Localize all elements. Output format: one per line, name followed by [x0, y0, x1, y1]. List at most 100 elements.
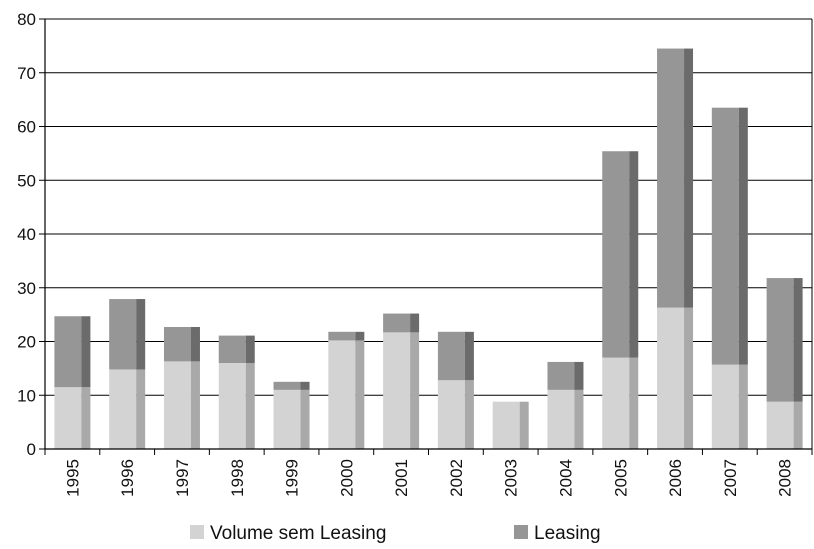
bar-face [273, 381, 301, 390]
bar-face [383, 332, 411, 449]
bar-side [684, 307, 694, 449]
bar-side [629, 151, 639, 358]
y-tick-label: 70 [17, 64, 36, 83]
bar-side [355, 331, 365, 341]
x-tick-label: 2008 [776, 459, 795, 497]
bar-segment-leasing [711, 107, 748, 365]
bar-face [163, 361, 191, 449]
bar-side [574, 389, 584, 449]
x-tick-label: 1998 [228, 459, 247, 497]
y-tick-label: 50 [17, 171, 36, 190]
bar-segment-leasing [547, 361, 584, 390]
bar-side [629, 357, 639, 449]
bar-segment-volume-sem-leasing [492, 401, 529, 449]
bar-side [81, 316, 91, 388]
bar-segment-leasing [328, 331, 365, 341]
x-tick-label: 2000 [337, 459, 356, 497]
bar-segment-leasing [766, 278, 803, 402]
y-tick-label: 0 [27, 440, 36, 459]
bar-segment-leasing [657, 48, 694, 308]
bar-side [793, 401, 803, 449]
bar-face [602, 151, 630, 358]
x-tick-label: 1996 [118, 459, 137, 497]
x-tick-label: 2002 [447, 459, 466, 497]
bar-side [300, 381, 310, 390]
bar-face [109, 369, 137, 449]
x-tick-label: 2006 [666, 459, 685, 497]
bar-segment-volume-sem-leasing [766, 401, 803, 449]
bar-side [410, 313, 420, 333]
y-tick-label: 30 [17, 279, 36, 298]
bar-layer [54, 48, 803, 449]
bar-face [766, 278, 794, 402]
bar-segment-leasing [437, 331, 474, 381]
bar-face [657, 307, 685, 449]
bar-face [602, 357, 630, 449]
grid-layer [45, 18, 813, 450]
bar-side [519, 401, 529, 449]
bar-segment-leasing [218, 335, 255, 363]
bar-segment-volume-sem-leasing [711, 364, 748, 449]
bar-face [437, 331, 465, 381]
bar-segment-volume-sem-leasing [218, 363, 255, 449]
x-tick-label: 1997 [173, 459, 192, 497]
x-tick-label: 2007 [721, 459, 740, 497]
y-tick-label: 20 [17, 333, 36, 352]
bar-side [410, 332, 420, 449]
y-tick-label: 80 [17, 10, 36, 29]
bar-face [657, 48, 685, 308]
bar-face [54, 316, 82, 388]
legend-swatch [514, 525, 528, 539]
bar-segment-volume-sem-leasing [109, 369, 146, 449]
bar-side [245, 335, 255, 363]
bar-segment-volume-sem-leasing [383, 332, 420, 449]
bar-side [574, 361, 584, 390]
x-tick-label: 1999 [283, 459, 302, 497]
bar-side [464, 380, 474, 449]
bar-segment-leasing [163, 326, 200, 362]
bar-face [54, 387, 82, 449]
legend-item-leasing: Leasing [514, 523, 601, 544]
bar-side [190, 326, 200, 362]
bar-side [190, 361, 200, 449]
bar-side [738, 364, 748, 449]
bar-face [383, 313, 411, 333]
bar-segment-leasing [273, 381, 310, 390]
legend-label: Volume sem Leasing [210, 523, 386, 544]
bar-segment-volume-sem-leasing [273, 389, 310, 449]
bar-face [437, 380, 465, 449]
bar-segment-volume-sem-leasing [657, 307, 694, 449]
bar-segment-volume-sem-leasing [437, 380, 474, 449]
bar-face [328, 340, 356, 449]
x-tick-label: 1995 [63, 459, 82, 497]
bar-face [273, 389, 301, 449]
bar-segment-volume-sem-leasing [54, 387, 91, 449]
x-tick-label: 2005 [611, 459, 630, 497]
bar-segment-leasing [109, 299, 146, 370]
bar-segment-leasing [54, 316, 91, 388]
bar-side [136, 299, 146, 370]
bar-segment-volume-sem-leasing [328, 340, 365, 449]
y-tick-label: 60 [17, 118, 36, 137]
x-tick-label: 2001 [392, 459, 411, 497]
legend: Volume sem Leasing Leasing [190, 523, 601, 544]
x-tick-label: 2003 [502, 459, 521, 497]
bar-segment-leasing [383, 313, 420, 333]
y-tick-label: 10 [17, 386, 36, 405]
bar-face [547, 389, 575, 449]
bar-side [793, 278, 803, 402]
bar-side [81, 387, 91, 449]
bar-face [328, 331, 356, 341]
bar-face [492, 401, 520, 449]
bar-side [136, 369, 146, 449]
bar-side [300, 389, 310, 449]
bar-side [245, 363, 255, 449]
legend-swatch [190, 525, 204, 539]
bar-face [218, 335, 246, 363]
bar-face [218, 363, 246, 449]
bar-segment-volume-sem-leasing [547, 389, 584, 449]
axis-layer: 0 10 20 30 40 50 60 70 80 1995 1996 1997 1998 1999 200… [17, 10, 813, 497]
legend-label: Leasing [534, 523, 601, 544]
bar-side [464, 331, 474, 381]
